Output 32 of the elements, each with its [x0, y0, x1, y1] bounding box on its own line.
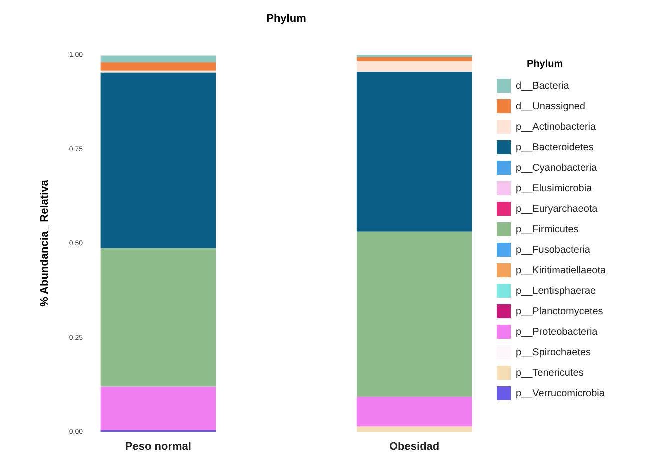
bar — [100, 386, 216, 430]
legend-label: p__Elusimicrobia — [516, 184, 593, 195]
legend-label: p__Lentisphaerae — [516, 286, 597, 298]
bar — [100, 62, 216, 71]
legend-label: p__Fusobacteria — [516, 245, 591, 256]
legend-label: p__Euryarchaeota — [516, 204, 598, 216]
legend-title: Phylum — [527, 59, 564, 70]
legend-label: d__Unassigned — [516, 102, 586, 113]
legend-label: p__Bacteroidetes — [516, 142, 594, 154]
bar — [356, 396, 472, 427]
legend-label: p__Cyanobacteria — [516, 163, 598, 174]
bar — [356, 57, 472, 62]
legend-label: p__Proteobacteria — [516, 327, 598, 338]
bar — [100, 56, 216, 63]
legend-label: p__Verrucomicrobia — [516, 388, 606, 400]
x-tick-label: Peso normal — [125, 441, 192, 453]
y-axis-title: % Abundancia_ Relativa — [39, 179, 51, 307]
bar — [356, 61, 472, 72]
legend-label: p__Actinobacteria — [516, 122, 596, 134]
legend-label: p__Planctomycetes — [516, 306, 604, 318]
legend-label: p__Spirochaetes — [516, 348, 592, 359]
bar — [356, 232, 472, 397]
legend-label: p__Tenericutes — [516, 368, 584, 380]
legend-label: p__Firmicutes — [516, 224, 579, 236]
bar — [100, 248, 216, 387]
chart-title: Phylum — [266, 13, 307, 25]
legend-label: p__Kiritimatiellaeota — [516, 266, 606, 277]
legend-label: d__Bacteria — [516, 81, 570, 92]
x-tick-label: Obesidad — [390, 441, 440, 453]
bar — [100, 72, 216, 248]
bar — [356, 426, 472, 432]
bar — [356, 72, 472, 232]
